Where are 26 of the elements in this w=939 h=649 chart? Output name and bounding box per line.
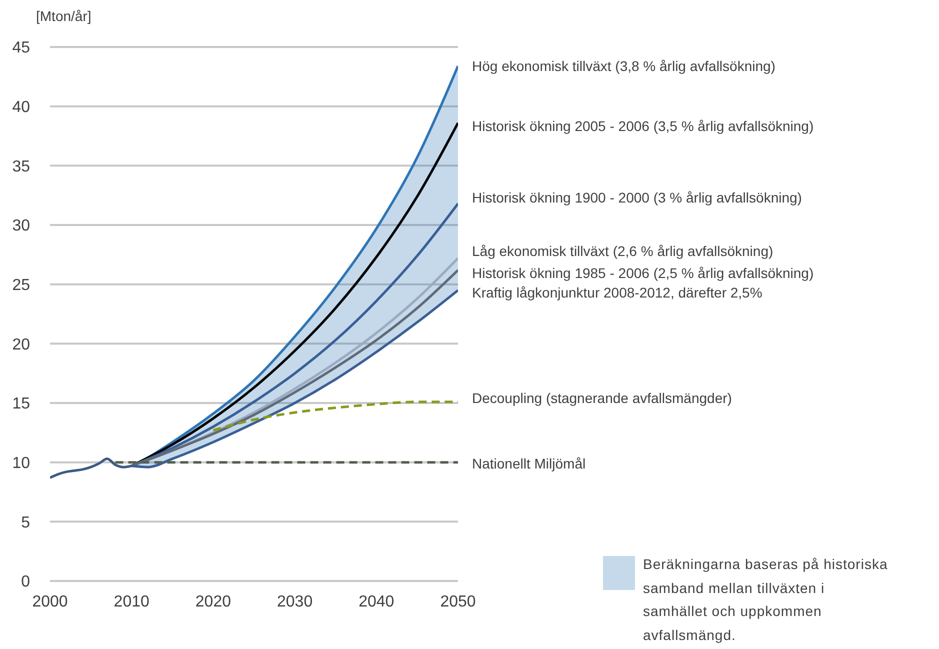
series-label: Historisk ökning 1900 - 2000 (3 % årlig avfallsökning) — [472, 190, 802, 206]
x-tick-label: 2020 — [195, 593, 232, 610]
y-tick-label: 30 — [12, 218, 30, 235]
x-tick-label: 2030 — [277, 593, 313, 610]
series-label: Decoupling (stagnerande avfallsmängder) — [472, 390, 732, 406]
x-tick-label: 2010 — [114, 593, 150, 610]
text: Beräkningarna baseras på historiska samband mellan tillväxten i samhället och uppkommen avfallsmängd. — [643, 555, 889, 645]
series-label: Nationellt Miljömål — [472, 455, 586, 472]
series-label: Historisk ökning 1985 - 2006 (2,5 % årlig avfallsökning) — [472, 265, 814, 282]
y-tick-label: 45 — [12, 40, 30, 57]
x-tick-label: 2050 — [440, 593, 476, 610]
y-tick-label: 15 — [12, 396, 30, 413]
y-tick-label: 35 — [12, 158, 30, 176]
y-tick-label: 25 — [12, 277, 30, 294]
y-tick-label: 0 — [21, 574, 30, 591]
y-tick-label: 20 — [12, 336, 30, 354]
series-label: Låg ekonomisk tillväxt (2,6 % årlig avfallsökning) — [472, 243, 774, 260]
x-tick-label: 2040 — [358, 593, 394, 610]
series-label: Kraftig lågkonjunktur 2008-2012, därefter 2,5% — [472, 284, 762, 300]
x-tick-label: 2000 — [32, 593, 68, 610]
y-axis-title: [Mton/år] — [36, 8, 92, 24]
y-tick-label: 10 — [12, 455, 30, 472]
y-tick-label: 40 — [12, 99, 30, 116]
series-label: Historisk ökning 2005 - 2006 (3,5 % årlig avfallsökning) — [472, 118, 814, 134]
series-label: Hög ekonomisk tillväxt (3,8 % årlig avfallsökning) — [472, 58, 776, 74]
y-tick-label: 5 — [21, 514, 30, 532]
